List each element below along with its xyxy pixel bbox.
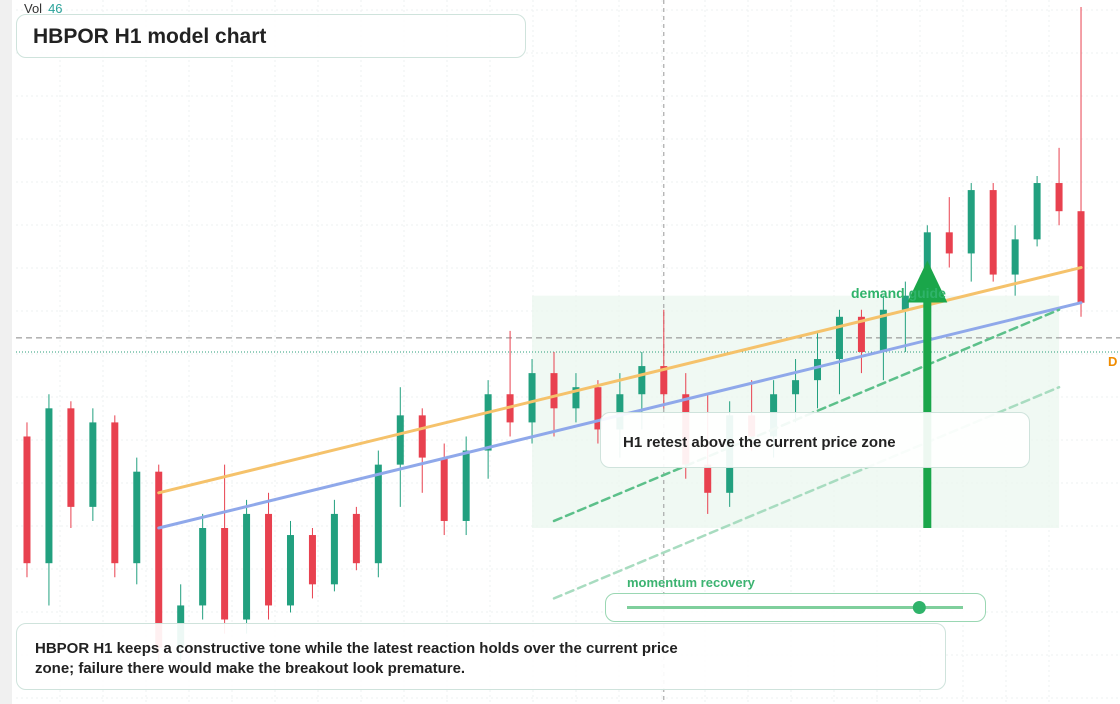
candle-body [792, 380, 800, 395]
candle-body [814, 359, 822, 381]
candle-body [528, 373, 536, 423]
candle-body [704, 464, 712, 493]
chart-title: HBPOR H1 model chart [16, 14, 526, 58]
candle-body [221, 528, 229, 620]
candle-body [550, 373, 558, 409]
footnote: HBPOR H1 keeps a constructive tone while… [16, 623, 946, 690]
candle-body [835, 316, 843, 360]
candle-body [660, 366, 668, 395]
candle-body [45, 408, 53, 564]
candle-body [23, 436, 31, 564]
left-strip [0, 0, 12, 704]
slider-knob [912, 601, 926, 614]
candle-body [67, 408, 75, 507]
candle-body [396, 415, 404, 465]
candle-body [265, 513, 273, 606]
slider[interactable] [605, 593, 986, 622]
candle-body [133, 471, 141, 564]
slider-label: momentum recovery [627, 575, 755, 590]
volume-value: 46 [48, 1, 63, 16]
candle-body [1033, 183, 1041, 240]
candle-body [1055, 183, 1063, 212]
candle-body [945, 232, 953, 254]
candle-body [374, 464, 382, 564]
volume-readout: Vol 46 [24, 1, 63, 16]
footnote-text: HBPOR H1 keeps a constructive tone while… [35, 640, 678, 677]
zone-label: demand guide [851, 285, 946, 301]
candle-body [638, 366, 646, 395]
candle-body [155, 471, 163, 648]
candle-body [286, 535, 294, 606]
candle-body [879, 309, 887, 352]
slider-track-area [627, 601, 963, 614]
arrow-head [907, 260, 948, 303]
candle-body [594, 387, 602, 430]
candle-body [418, 415, 426, 458]
candle-body [440, 457, 448, 521]
candle-body [989, 190, 997, 275]
candle-body [199, 528, 207, 606]
candle-body [1011, 239, 1019, 275]
candle-body [967, 190, 975, 254]
candle-body [1077, 211, 1085, 303]
candle-body [484, 394, 492, 451]
level-tag: D [1108, 354, 1117, 369]
candle-body [572, 387, 580, 409]
volume-label: Vol [24, 1, 43, 16]
candle-body [616, 394, 624, 430]
candle-body [243, 513, 251, 620]
callout: H1 retest above the current price zone [600, 412, 1030, 468]
candle-body [89, 422, 97, 507]
candle-body [111, 422, 119, 564]
candle-body [308, 535, 316, 585]
candle-body [857, 316, 865, 352]
candle-body [352, 513, 360, 564]
candle-body [462, 450, 470, 521]
candle-body [330, 513, 338, 585]
candle-body [901, 295, 909, 310]
